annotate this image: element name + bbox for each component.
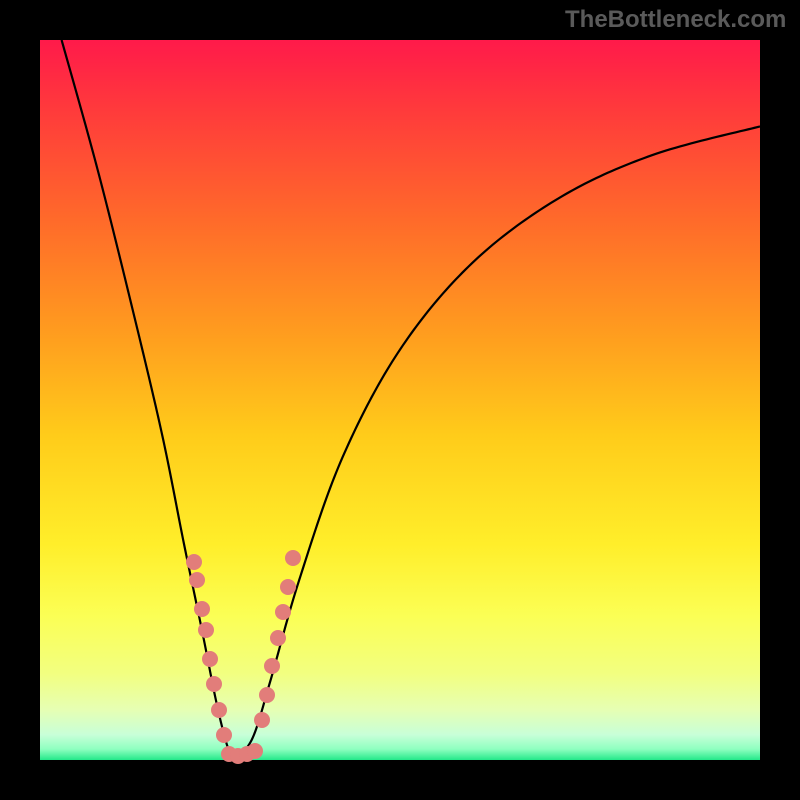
- marker-left: [189, 572, 205, 588]
- marker-left: [194, 601, 210, 617]
- marker-right: [280, 579, 296, 595]
- marker-right: [270, 630, 286, 646]
- curve-right: [234, 126, 760, 760]
- marker-right: [259, 687, 275, 703]
- marker-left: [186, 554, 202, 570]
- marker-left: [202, 651, 218, 667]
- marker-right: [275, 604, 291, 620]
- marker-left: [216, 727, 232, 743]
- marker-left: [211, 702, 227, 718]
- curve-layer: [0, 0, 800, 800]
- marker-left: [198, 622, 214, 638]
- marker-apex: [247, 743, 263, 759]
- watermark-text: TheBottleneck.com: [565, 6, 786, 34]
- chart-container: TheBottleneck.com: [0, 0, 800, 800]
